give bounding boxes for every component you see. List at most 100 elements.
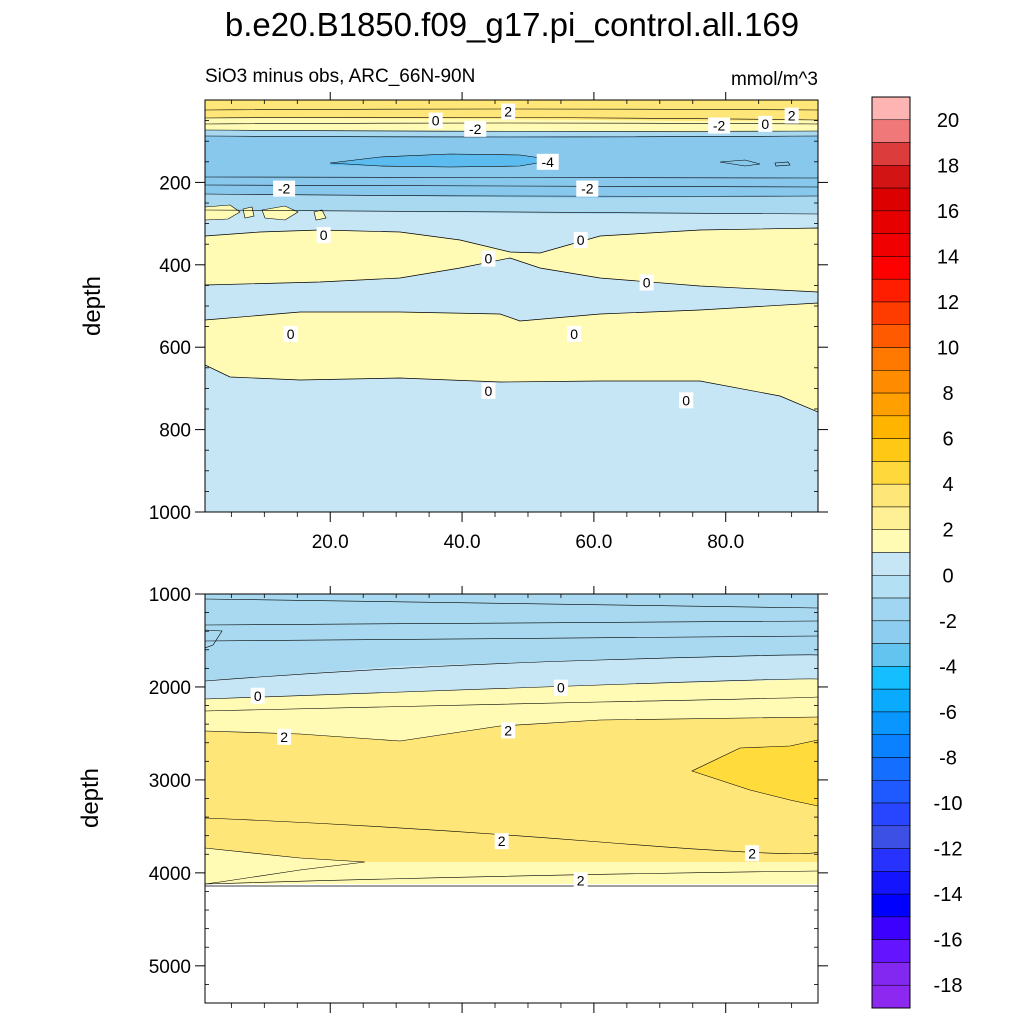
contour-label-text: 0 xyxy=(485,383,493,399)
lower-contour-label: 2 xyxy=(745,845,760,862)
contour-label-box xyxy=(481,250,496,267)
contour-label-box xyxy=(273,180,296,197)
contour-label-box xyxy=(536,153,559,170)
colorbar-label: 6 xyxy=(942,429,953,451)
colorbar-swatch xyxy=(871,278,911,303)
upper-contour-label: 0 xyxy=(573,232,588,249)
contour-label-text: 2 xyxy=(498,833,506,849)
upper-contour-label: -2 xyxy=(464,120,487,137)
colorbar-swatch xyxy=(871,757,911,781)
contour-label-text: 0 xyxy=(682,392,690,408)
colorbar-swatch xyxy=(871,370,911,394)
colorbar-swatch xyxy=(871,939,911,963)
lower-contour-label: 0 xyxy=(553,679,568,696)
colorbar-swatch xyxy=(871,506,911,530)
contour-label-text: -2 xyxy=(469,121,482,137)
contour-label-text: 0 xyxy=(485,251,493,267)
colorbar-label: -20 xyxy=(934,1021,963,1024)
y-tick-label: 400 xyxy=(159,256,191,277)
band-upper-negative-4 xyxy=(205,136,818,198)
colorbar-swatch xyxy=(871,711,911,735)
contour-label-box xyxy=(481,382,496,399)
colorbar-label: -10 xyxy=(934,793,963,815)
colorbar-label: -4 xyxy=(939,656,957,678)
upper-contour-label: 0 xyxy=(316,227,331,244)
y-tick-label: 800 xyxy=(159,421,191,442)
contour-label-box xyxy=(501,103,516,120)
colorbar-swatch xyxy=(871,643,911,667)
lower-y-axis-label: depth xyxy=(77,768,104,828)
y-tick-label: 2000 xyxy=(149,678,191,699)
contour-label-text: 0 xyxy=(570,326,578,342)
no-data-region xyxy=(205,886,818,1003)
contour-label-text: -2 xyxy=(713,118,726,134)
upper-contour-label: 0 xyxy=(481,250,496,267)
upper-contour-label: 0 xyxy=(428,112,443,129)
colorbar-swatch xyxy=(871,734,911,758)
contour-label-box xyxy=(576,180,599,197)
colorbar-label: -12 xyxy=(934,839,963,861)
contour-label-box xyxy=(567,326,582,343)
lower-contour-label: 2 xyxy=(277,728,292,745)
colorbar: 20181614121086420-2-4-6-8-10-12-14-16-18… xyxy=(871,96,963,1024)
y-tick-label: 200 xyxy=(159,173,191,194)
contour-label-text: 0 xyxy=(287,326,295,342)
lower-axis-ticks: 1000 2000 3000 4000 5000 xyxy=(149,585,828,1013)
contour-label-box xyxy=(679,392,694,409)
x-tick-label: 40.0 xyxy=(444,532,481,553)
upper-contour-label: -2 xyxy=(708,117,731,134)
colorbar-label: -2 xyxy=(939,611,957,633)
lower-contour-lines xyxy=(205,598,818,885)
contour-label-text: 0 xyxy=(761,116,769,132)
upper-contour-label: 0 xyxy=(758,115,773,132)
colorbar-label: 16 xyxy=(937,201,959,223)
contour-label-box xyxy=(553,679,568,696)
colorbar-swatch xyxy=(871,893,911,918)
contour-label-box xyxy=(573,872,588,889)
colorbar-swatch xyxy=(871,324,911,348)
contour-label-text: 0 xyxy=(643,275,651,291)
colorbar-swatch xyxy=(871,142,911,166)
upper-contour-label: -2 xyxy=(576,180,599,197)
contour-label-box xyxy=(277,728,292,745)
contour-label-text: 2 xyxy=(504,722,512,738)
lower-contour-labels: 0 0 2 2 2 2 2 xyxy=(250,679,760,889)
contour-label-text: 2 xyxy=(577,872,585,888)
colorbar-swatch xyxy=(871,483,911,508)
lower-contour-label: 2 xyxy=(501,722,516,739)
y-tick-label: 3000 xyxy=(149,771,191,792)
colorbar-swatch xyxy=(871,666,911,690)
lower-contour-label: 2 xyxy=(494,833,509,850)
colorbar-swatch xyxy=(871,529,911,553)
band-layer-300-450 xyxy=(205,227,818,293)
colorbar-swatch xyxy=(871,620,911,644)
contour-label-box xyxy=(501,722,516,739)
colorbar-label: -18 xyxy=(934,975,963,997)
contour-label-box xyxy=(745,845,760,862)
colorbar-label: 14 xyxy=(937,246,959,268)
colorbar-label: 10 xyxy=(937,338,959,360)
upper-contour-label: 0 xyxy=(567,326,582,343)
contour-label-text: -4 xyxy=(542,154,555,170)
band-transition-positive-bottom xyxy=(205,848,365,884)
lower-contour-label: 0 xyxy=(250,687,265,704)
contour-label-box xyxy=(639,274,654,291)
colorbar-swatch xyxy=(871,392,911,417)
upper-panel: 2 0 -2 -2 0 2 -4 -2 -2 0 0 0 0 0 0 0 0 200 400 600 800 1000 2… xyxy=(79,92,828,553)
colorbar-label: 12 xyxy=(937,292,959,314)
band-deep-positive xyxy=(205,717,818,862)
colorbar-swatch xyxy=(871,233,911,257)
band-core-minimum xyxy=(330,154,555,167)
colorbar-swatch xyxy=(871,461,911,485)
colorbar-label: -8 xyxy=(939,747,957,769)
colorbar-label: 2 xyxy=(942,520,953,542)
contour-label-box xyxy=(250,687,265,704)
colorbar-label: -14 xyxy=(934,884,963,906)
contour-label-text: 2 xyxy=(280,729,288,745)
shallow-positive-patches xyxy=(205,204,327,221)
colorbar-swatch xyxy=(871,871,911,895)
colorbar-label: 20 xyxy=(937,110,959,132)
contour-label-box xyxy=(758,115,773,132)
colorbar-label: 4 xyxy=(942,474,953,496)
